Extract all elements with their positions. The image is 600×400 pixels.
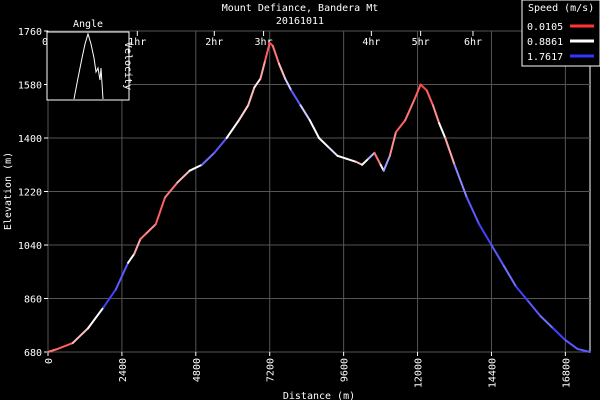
elevation-segment <box>404 98 416 122</box>
elevation-segment <box>133 238 142 255</box>
x-tick-label: 2400 <box>118 358 129 382</box>
elevation-segment <box>552 327 567 342</box>
elevation-segment <box>388 131 397 157</box>
elevation-segment <box>154 196 167 226</box>
elevation-segment <box>299 104 311 122</box>
elevation-segment <box>576 348 591 353</box>
elevation-segment <box>176 169 191 184</box>
elevation-segment <box>465 196 481 226</box>
elevation-segment <box>87 306 105 330</box>
elevation-segment <box>114 261 130 291</box>
x-axis: 0 2400 4800 7200 9600 12000 14400 16800 <box>44 352 572 388</box>
x-tick-label: 0 <box>44 358 55 364</box>
time-tick-label: 1hr <box>128 37 146 48</box>
chart-subtitle: 20161011 <box>276 16 324 27</box>
y-tick-label: 1760 <box>18 27 42 38</box>
elevation-segment <box>539 315 555 330</box>
y-tick-label: 680 <box>24 348 42 359</box>
elevation-segment <box>271 44 280 65</box>
elevation-segment <box>71 327 90 345</box>
y-tick-label: 860 <box>24 295 42 306</box>
elevation-segment <box>188 163 203 172</box>
x-axis-label: Distance (m) <box>283 391 355 400</box>
time-tick-label: 2hr <box>205 37 223 48</box>
elevation-segment <box>419 83 428 92</box>
elevation-segment <box>425 89 434 107</box>
elevation-segment <box>259 59 267 80</box>
elevation-segment <box>225 119 240 139</box>
inset-frame <box>46 31 130 101</box>
elevation-segment <box>145 223 157 235</box>
elevation-segment <box>277 62 287 80</box>
elevation-segment <box>247 86 256 107</box>
y-axis-label: Elevation (m) <box>3 152 14 230</box>
elevation-segment <box>345 157 357 163</box>
elevation-segment <box>394 119 407 134</box>
x-tick-label: 16800 <box>561 358 572 388</box>
legend-entry-label: 0.8861 <box>527 37 563 48</box>
legend-entry-label: 1.7617 <box>527 52 563 63</box>
chart-title: Mount Defiance, Bandera Mt <box>222 3 379 14</box>
elevation-segment <box>373 151 382 166</box>
y-tick-label: 1040 <box>18 241 42 252</box>
inset-title: Angle <box>73 19 103 30</box>
y-axis: 680 860 1040 1220 1400 1580 1760 <box>18 27 48 359</box>
elevation-segment <box>56 342 74 351</box>
elevation-segment <box>139 232 148 241</box>
inset-plot: Angle Velocity <box>46 19 133 101</box>
elevation-segment <box>127 252 136 264</box>
elevation-segment <box>102 288 117 309</box>
elevation-segment <box>367 151 376 160</box>
elevation-segment <box>502 264 518 288</box>
elevation-segment <box>318 137 330 148</box>
elevation-segment <box>327 145 339 157</box>
y-tick-label: 1580 <box>18 81 42 92</box>
time-tick-label: 3hr <box>255 37 273 48</box>
elevation-segment <box>515 285 530 303</box>
x-tick-label: 14400 <box>487 358 498 388</box>
elevation-segment <box>284 77 293 92</box>
elevation-segment <box>47 348 59 353</box>
x-tick-label: 7200 <box>266 358 277 382</box>
elevation-segment <box>444 137 456 166</box>
elevation-segment <box>453 163 468 199</box>
elevation-segment <box>308 119 320 139</box>
elevation-segment <box>264 41 271 62</box>
elevation-segment <box>413 83 422 101</box>
elevation-segment <box>200 151 216 166</box>
y-tick-label: 1220 <box>18 188 42 199</box>
elevation-segment <box>361 157 370 166</box>
inset-side-label: Velocity <box>122 42 133 90</box>
elevation-segment <box>527 300 542 318</box>
time-tick-label: 6hr <box>464 37 482 48</box>
legend-title: Speed (m/s) <box>528 3 594 14</box>
time-tick-label: 4hr <box>362 37 380 48</box>
x-tick-label: 12000 <box>414 358 425 388</box>
elevation-segment <box>237 104 250 122</box>
elevation-segment <box>336 154 348 160</box>
elevation-segment <box>490 244 505 267</box>
elevation-segment <box>354 160 364 166</box>
elevation-segment <box>213 137 228 154</box>
x-tick-label: 4800 <box>192 358 203 382</box>
elevation-series <box>47 41 591 353</box>
legend-entry-label: 0.0105 <box>527 22 563 33</box>
elevation-segment <box>478 223 493 246</box>
elevation-segment <box>382 154 391 172</box>
y-tick-label: 1400 <box>18 134 42 145</box>
speed-legend: Speed (m/s) 0.0105 0.8861 1.7617 <box>521 0 600 67</box>
elevation-segment <box>438 122 447 139</box>
elevation-segment <box>253 77 262 89</box>
elevation-segment <box>290 89 302 107</box>
time-tick-label: 5hr <box>412 37 430 48</box>
inset-trace <box>73 32 104 100</box>
x-tick-label: 9600 <box>340 358 351 382</box>
elevation-segment <box>564 339 579 351</box>
elevation-segment <box>164 181 179 199</box>
elevation-segment <box>431 104 441 125</box>
